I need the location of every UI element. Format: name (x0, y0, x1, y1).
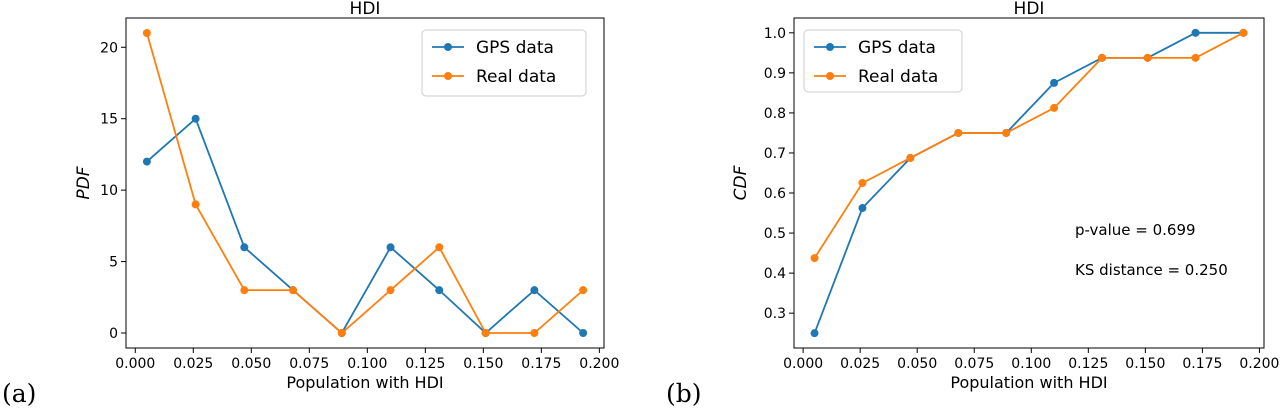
y-axis-label: PDF (74, 166, 94, 199)
data-point-real (1143, 53, 1152, 62)
y-tick-label: 0.7 (764, 146, 786, 162)
data-point-real (1050, 103, 1059, 112)
y-tick-label: 15 (100, 112, 118, 128)
y-tick-label: 0.6 (764, 186, 786, 202)
x-axis-label: Population with HDI (286, 373, 443, 392)
data-point-gps (142, 157, 151, 166)
series-line-gps (813, 31, 1244, 334)
plot-frame (125, 17, 605, 349)
series-line-real (146, 32, 584, 335)
data-point-real (289, 286, 298, 295)
panel-label: (b) (666, 379, 702, 408)
x-tick-label: 0.075 (954, 356, 994, 372)
legend-entry-label: Real data (858, 67, 938, 87)
data-point-real (191, 200, 200, 209)
legend-marker (444, 43, 452, 51)
legend-marker (826, 43, 834, 51)
data-point-gps (1191, 28, 1200, 37)
x-axis-label: Population with HDI (950, 373, 1107, 392)
legend-marker (444, 72, 452, 80)
data-point-gps (810, 329, 819, 338)
data-point-real (337, 329, 346, 337)
plot-frame (793, 17, 1265, 349)
panel-label: (a) (2, 379, 36, 408)
data-point-real (1239, 28, 1248, 37)
x-tick-label: 0.150 (1125, 356, 1165, 372)
y-tick-label: 0.5 (764, 226, 786, 242)
x-tick-label: 0.150 (463, 356, 503, 372)
data-point-gps (530, 286, 539, 295)
data-point-real (240, 286, 249, 295)
chart-panel-1: HDI 0.000 0.025 0.050 0.075 0.100 0.125 0.150 0.… (74, 0, 619, 392)
x-tick-label: 0.050 (897, 356, 937, 372)
series-line-real (813, 32, 1244, 259)
data-point-real (386, 286, 395, 295)
x-tick-label: 0.175 (521, 356, 561, 372)
x-tick-label: 0.175 (1182, 356, 1222, 372)
y-tick-label: 0.3 (764, 306, 786, 322)
y-tick-label: 1.0 (764, 26, 786, 42)
data-point-gps (386, 243, 395, 252)
legend-marker (826, 72, 834, 80)
chart-annotation: p-value = 0.699 (1075, 221, 1196, 239)
y-tick-label: 0.9 (764, 66, 786, 82)
y-tick-label: 0.4 (764, 266, 786, 282)
series-line-gps (146, 117, 584, 335)
data-point-real (954, 128, 963, 137)
x-tick-label: 0.050 (231, 356, 271, 372)
data-point-real (530, 329, 539, 337)
data-point-real (1191, 53, 1200, 62)
data-point-gps (240, 243, 249, 252)
x-tick-label: 0.200 (579, 356, 619, 372)
x-tick-label: 0.125 (405, 356, 445, 372)
legend-entry-label: GPS data (476, 38, 554, 58)
data-point-real (906, 153, 915, 162)
chart-title: HDI (350, 0, 381, 19)
data-point-gps (858, 204, 867, 213)
y-tick-label: 5 (109, 255, 118, 271)
data-point-gps (435, 286, 444, 295)
data-point-gps (1050, 78, 1059, 87)
data-point-real (1098, 53, 1107, 62)
x-tick-label: 0.000 (115, 356, 155, 372)
data-point-real (481, 329, 490, 337)
data-point-real (435, 243, 444, 252)
y-axis-label: CDF (731, 165, 751, 200)
y-tick-label: 10 (100, 183, 118, 199)
legend-entry-label: GPS data (858, 38, 936, 58)
legend-entry-label: Real data (476, 67, 556, 87)
y-tick-label: 0 (109, 326, 118, 342)
data-point-gps (191, 114, 200, 123)
y-tick-label: 0.8 (764, 106, 786, 122)
chart-title: HDI (1014, 0, 1045, 19)
chart-annotation: KS distance = 0.250 (1075, 261, 1228, 279)
data-point-real (858, 179, 867, 187)
x-tick-label: 0.100 (1011, 356, 1051, 372)
data-point-gps (579, 329, 588, 337)
chart-panel-2: HDI 0.000 0.025 0.050 0.075 0.100 0.125 0.150 0.… (731, 0, 1279, 392)
data-point-real (810, 254, 819, 263)
x-tick-label: 0.125 (1068, 356, 1108, 372)
x-tick-label: 0.025 (840, 356, 880, 372)
y-tick-label: 20 (100, 40, 118, 56)
x-tick-label: 0.000 (783, 356, 823, 372)
x-tick-label: 0.025 (173, 356, 213, 372)
x-tick-label: 0.075 (289, 356, 329, 372)
x-tick-label: 0.200 (1239, 356, 1279, 372)
data-point-real (1002, 128, 1011, 137)
data-point-real (579, 286, 588, 295)
x-tick-label: 0.100 (347, 356, 387, 372)
data-point-real (142, 29, 151, 37)
